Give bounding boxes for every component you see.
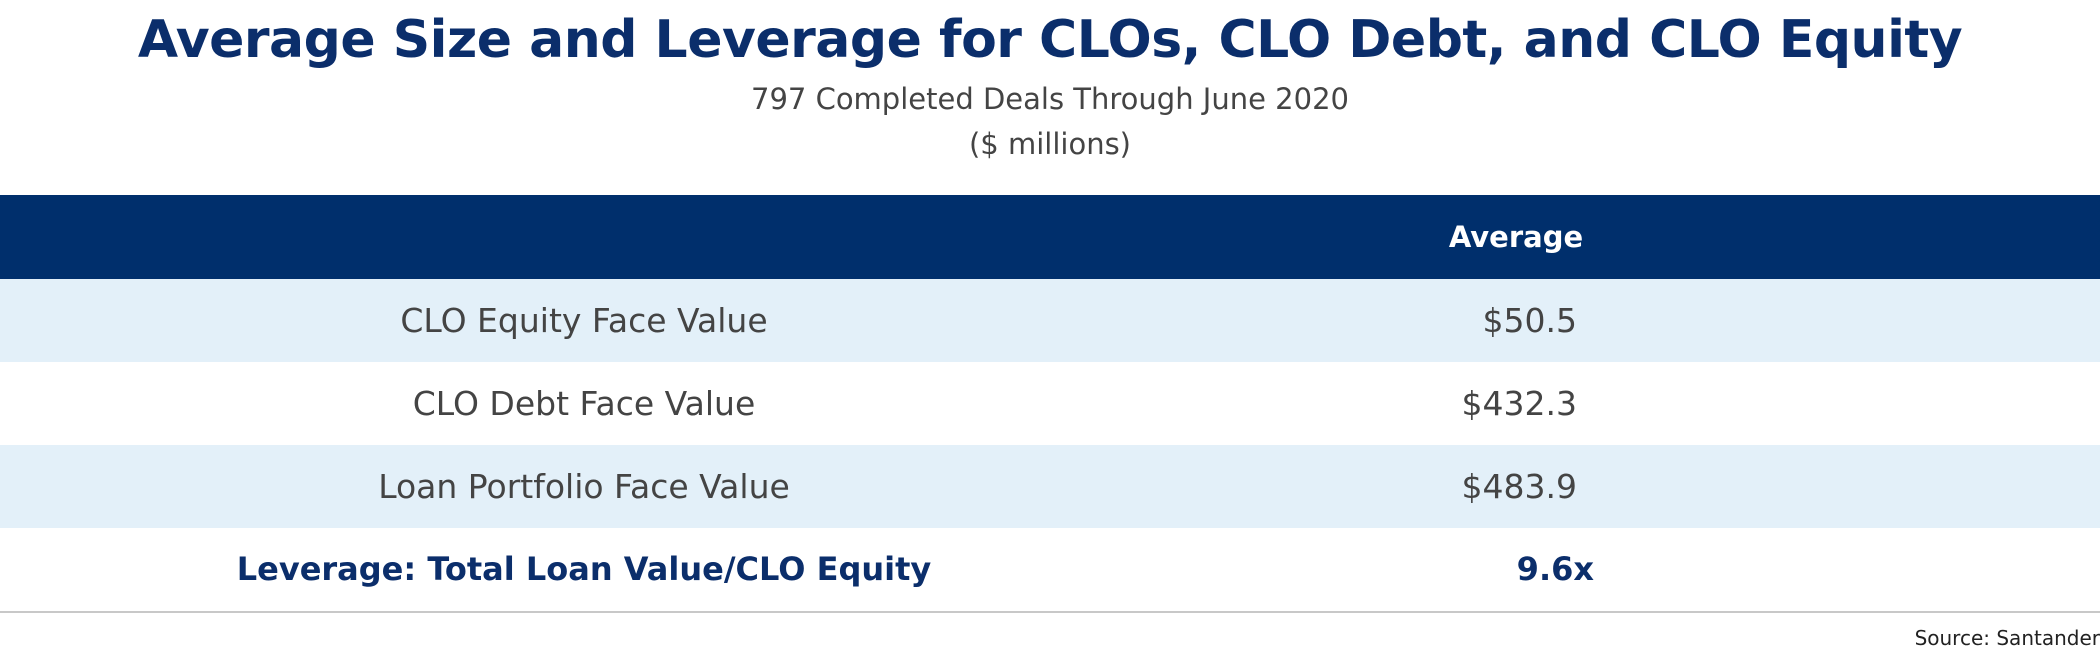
row-label: Leverage: Total Loan Value/CLO Equity — [236, 550, 932, 588]
row-label: CLO Equity Face Value — [400, 301, 768, 340]
source: Source: Santander — [1914, 626, 2100, 650]
table-row: CLO Debt Face Value $432.3 — [0, 362, 2100, 445]
units: ($ millions) — [968, 127, 1131, 161]
row-label: CLO Debt Face Value — [412, 384, 756, 423]
row-label: Loan Portfolio Face Value — [378, 467, 790, 506]
row-value: 9.6x — [1516, 550, 1594, 588]
row-value: $50.5 — [1482, 301, 1577, 340]
row-value: $483.9 — [1461, 467, 1577, 506]
table-row: CLO Equity Face Value $50.5 — [0, 279, 2100, 362]
table-row: Loan Portfolio Face Value $483.9 — [0, 445, 2100, 528]
title: Average Size and Leverage for CLOs, CLO … — [137, 10, 1963, 70]
row-value: $432.3 — [1461, 384, 1577, 423]
table-header: Average — [0, 195, 2100, 279]
summary-row: Leverage: Total Loan Value/CLO Equity 9.6… — [0, 528, 2100, 611]
subtitle: 797 Completed Deals Through June 2020 — [751, 82, 1349, 116]
column-header: Average — [1448, 220, 1584, 254]
bottom-rule — [0, 611, 2100, 613]
